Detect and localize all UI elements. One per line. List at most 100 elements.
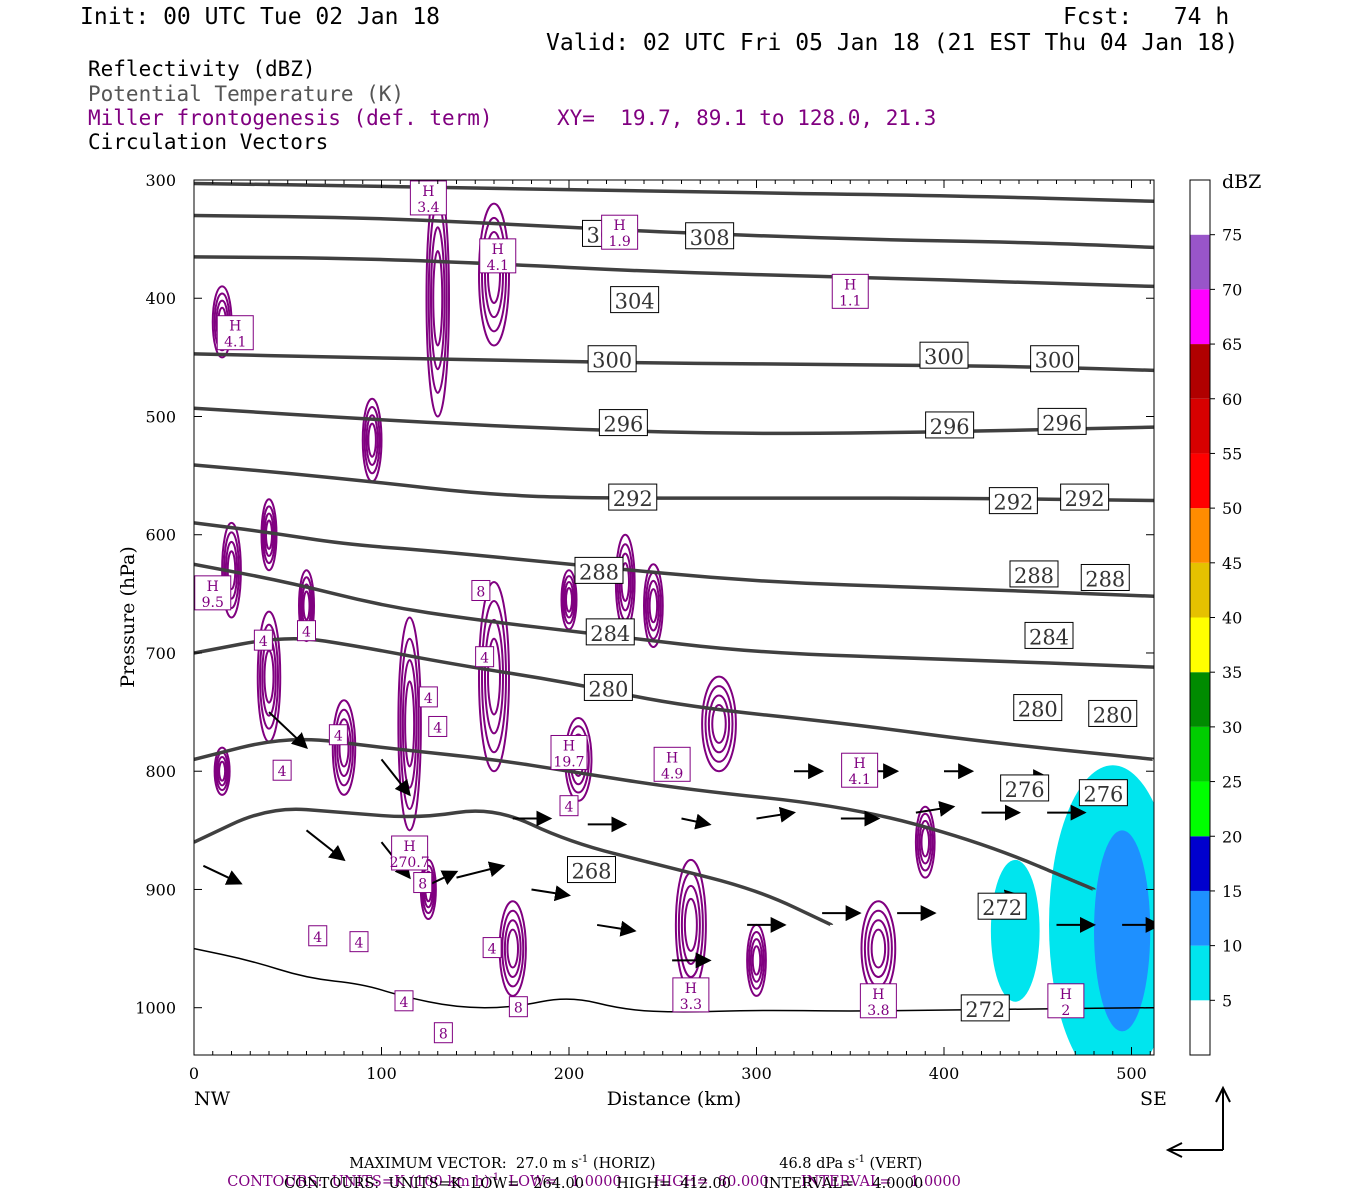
high-box <box>216 315 254 351</box>
frontogenesis-contour <box>363 406 381 475</box>
contour-value-label: 4 <box>313 930 322 946</box>
theta-label-box <box>925 411 975 439</box>
frontogenesis-contour <box>565 586 573 613</box>
frontogenesis-contour <box>259 623 279 730</box>
max-vector-text: MAXIMUM VECTOR: 27.0 m s <box>349 1155 579 1172</box>
high-box <box>653 746 691 782</box>
high-value: 4.9 <box>661 766 683 782</box>
theta-label-box <box>1009 560 1059 588</box>
theta-label-box <box>1024 621 1074 649</box>
theta-label: 296 <box>1042 411 1082 435</box>
theta-label: 300 <box>924 345 964 369</box>
contour-value-label: 4 <box>355 936 364 952</box>
colorbar-swatch <box>1190 453 1210 509</box>
theta-label-box <box>1078 779 1128 807</box>
contour-value-label: 8 <box>439 1027 448 1043</box>
y-tick-label: 900 <box>145 880 176 899</box>
colorbar-label: 50 <box>1222 499 1242 518</box>
high-box <box>550 734 588 770</box>
contour-value-label: 4 <box>565 800 574 816</box>
high-box <box>601 214 639 250</box>
valid-time: Valid: 02 UTC Fri 05 Jan 18 (21 EST Thu … <box>546 30 1239 56</box>
frontogenesis-contour <box>336 718 352 777</box>
high-marker: H <box>404 839 416 855</box>
miller-label: Miller frontogenesis (def. term) <box>88 106 493 130</box>
forecast-hour: Fcst: 74 h <box>1063 4 1230 30</box>
contours1-exp: -1 <box>489 1171 500 1183</box>
circulation-vector <box>456 861 506 879</box>
high-marker: H <box>685 981 697 997</box>
theta-label: 284 <box>1029 625 1069 649</box>
colorbar-swatch <box>1190 562 1210 618</box>
high-marker: H <box>229 319 241 335</box>
high-box <box>391 835 429 871</box>
y-tick-label: 600 <box>145 526 176 545</box>
theta-label: 268 <box>571 860 611 884</box>
high-box <box>859 983 897 1019</box>
colorbar-label: 35 <box>1222 663 1242 682</box>
theta-label-box <box>977 892 1027 920</box>
contour-value-box <box>272 759 292 781</box>
contour-value-label: 4 <box>259 634 268 650</box>
contour-value-box <box>471 579 491 601</box>
frontogenesis-contour <box>707 694 731 754</box>
contour-value-box <box>559 795 579 817</box>
high-box <box>479 238 517 274</box>
colorbar-swatch <box>1190 945 1210 1001</box>
theta-label: 292 <box>1065 487 1105 511</box>
frontogenesis-contour <box>218 760 227 782</box>
frontogenesis-contour <box>711 704 727 744</box>
theta-label-box <box>587 345 637 373</box>
theta-label: 288 <box>1014 564 1054 588</box>
theta-label: Potential Temperature (K) <box>88 82 405 106</box>
y-tick-label: 800 <box>145 762 176 781</box>
colorbar-label: 70 <box>1222 280 1242 299</box>
contour-value-label: 4 <box>488 942 497 958</box>
high-value: 2 <box>1061 1003 1070 1019</box>
theta-label-box <box>583 673 633 701</box>
frontogenesis-contour <box>646 579 660 632</box>
frontogenesis-contour <box>680 884 701 965</box>
high-marker: H <box>614 218 626 234</box>
y-tick-label: 400 <box>145 289 176 308</box>
colorbar-swatch <box>1190 180 1210 235</box>
contours1-b: LOW= 1.0000 HIGH= 80.000 INTERVAL= 1.000… <box>499 1173 961 1190</box>
frontogenesis-contour <box>367 422 377 458</box>
contour-value-label: 4 <box>278 764 287 780</box>
high-box <box>409 180 447 216</box>
theta-label-box <box>608 483 658 511</box>
colorbar-label: 60 <box>1222 390 1242 409</box>
theta-label: 272 <box>982 896 1022 920</box>
theta-label: 288 <box>579 560 619 584</box>
frontogenesis-contour <box>216 756 228 787</box>
contour-value-box <box>475 646 495 668</box>
colorbar-swatch <box>1190 398 1210 454</box>
colorbar-label: 10 <box>1222 937 1242 956</box>
theta-label-box <box>567 856 616 884</box>
contour-value-box <box>394 990 414 1012</box>
contour-value-box <box>413 872 433 894</box>
high-box <box>841 752 879 788</box>
contour-value-box <box>428 715 448 737</box>
frontogenesis-contour <box>648 588 659 624</box>
contour-value-box <box>349 931 369 953</box>
circulation-vector <box>268 711 308 749</box>
max-vector-horiz: (HORIZ) <box>588 1155 656 1172</box>
colorbar-label: 75 <box>1222 226 1242 245</box>
high-box <box>831 273 869 309</box>
theta-label-box <box>1037 407 1087 435</box>
high-value: 4.1 <box>848 772 870 788</box>
init-time: Init: 00 UTC Tue 02 Jan 18 <box>80 4 441 30</box>
theta-label: 300 <box>1035 349 1075 373</box>
high-marker: H <box>872 987 884 1003</box>
frontogenesis-contour <box>478 202 510 347</box>
contour-value-label: 4 <box>302 625 311 641</box>
colorbar-swatch <box>1190 617 1210 673</box>
theta-label: 304 <box>615 290 655 314</box>
theta-label: 288 <box>1085 567 1125 591</box>
theta-contour-line <box>194 807 833 927</box>
x-tick-label: 300 <box>741 1064 772 1083</box>
contour-value-box <box>508 996 528 1018</box>
colorbar-label: 55 <box>1222 444 1242 463</box>
theta-label-box <box>1030 345 1080 373</box>
